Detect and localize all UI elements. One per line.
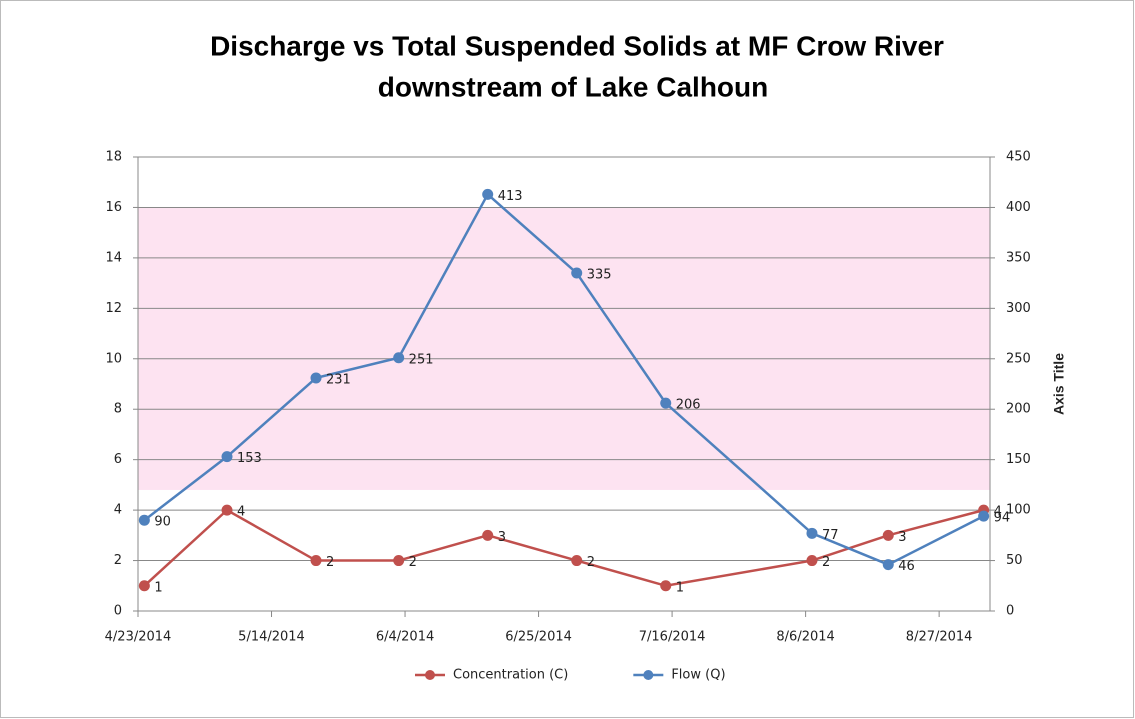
data-label: 206 [676,398,701,413]
shaded-range [138,207,990,490]
point [138,580,150,592]
y2-tick-label: 350 [1006,250,1031,265]
data-label: 335 [587,268,612,283]
y-tick-label: 14 [105,250,122,265]
y2-axis-title: Axis Title [1051,353,1067,415]
data-label: 231 [326,372,351,387]
legend-marker [425,670,435,680]
data-label: 94 [994,511,1011,526]
point [393,352,405,364]
y-tick-label: 16 [105,200,122,215]
chart-title: Discharge vs Total Suspended Solids at M… [210,30,944,61]
y-tick-label: 2 [114,553,122,568]
point [482,188,494,200]
y-tick-label: 6 [114,452,122,467]
point [806,555,818,567]
data-label: 413 [498,189,523,204]
series-line [143,192,985,566]
data-label: 2 [326,555,334,570]
y2-tick-label: 300 [1006,301,1031,316]
y-tick-label: 8 [114,402,122,417]
x-tick-label: 8/27/2014 [906,630,973,645]
data-label: 4 [994,505,1002,520]
point [221,451,233,463]
chart-subtitle: downstream of Lake Calhoun [378,71,769,102]
data-label: 46 [898,559,915,574]
point [806,527,818,539]
data-label: 1 [154,580,162,595]
data-label: 3 [498,530,506,545]
point [310,555,322,567]
legend-label: Flow (Q) [671,668,725,683]
legend-label: Concentration (C) [453,668,568,683]
y2-tick-label: 50 [1006,553,1023,568]
point [882,559,894,571]
x-tick-label: 6/25/2014 [505,630,572,645]
data-label: 77 [822,528,839,543]
point [660,580,672,592]
data-label: 251 [409,352,434,367]
data-label: 4 [237,505,245,520]
y2-tick-label: 450 [1006,150,1031,165]
x-tick-label: 8/6/2014 [776,630,834,645]
point [978,510,990,522]
point [138,514,150,526]
x-tick-label: 5/14/2014 [238,630,305,645]
data-label: 3 [898,530,906,545]
x-tick-label: 4/23/2014 [105,630,172,645]
y-tick-label: 4 [114,503,122,518]
legend-marker [643,670,654,680]
y-tick-label: 12 [105,301,122,316]
point [221,504,233,516]
data-label: 90 [154,515,171,530]
y2-tick-label: 250 [1006,351,1031,366]
point [571,555,583,567]
y2-tick-label: 400 [1006,200,1031,215]
point [660,397,672,409]
data-label: 2 [822,555,830,570]
point [571,267,583,279]
y2-tick-label: 0 [1006,604,1014,619]
y2-tick-label: 150 [1006,452,1031,467]
point [393,555,405,567]
point [482,529,494,541]
y-tick-label: 10 [105,351,122,366]
data-label: 1 [676,580,684,595]
y2-tick-label: 200 [1006,402,1031,417]
data-label: 153 [237,451,262,466]
data-label: 2 [409,555,417,570]
point [882,529,894,541]
y2-tick-label: 100 [1006,503,1031,518]
point [310,372,322,384]
y-tick-label: 0 [114,604,122,619]
x-tick-label: 6/4/2014 [376,630,434,645]
y-tick-label: 18 [105,150,122,165]
x-tick-label: 7/16/2014 [639,630,706,645]
data-label: 2 [587,555,595,570]
